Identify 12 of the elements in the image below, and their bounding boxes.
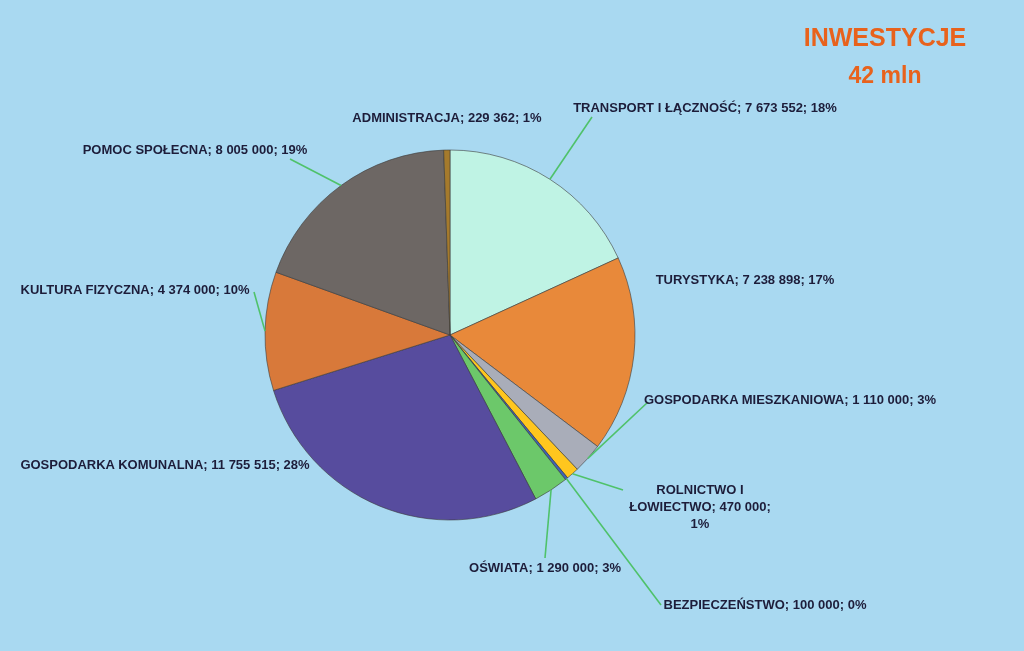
slice-label: KULTURA FIZYCZNA; 4 374 000; 10% [20,282,250,297]
slice-label: ROLNICTWO I ŁOWIECTWO; 470 000; 1% [629,482,771,531]
slice-label: ADMINISTRACJA; 229 362; 1% [352,110,543,125]
chart-title: INWESTYCJE [803,23,967,51]
slice-label: POMOC SPOŁECNA; 8 005 000; 19% [82,142,308,157]
slice-label: TRANSPORT I ŁĄCZNOŚĆ; 7 673 552; 18% [573,100,838,115]
slice-label: TURYSTYKA; 7 238 898; 17% [655,272,835,287]
slice-label: BEZPIECZEŃSTWO; 100 000; 0% [663,597,867,612]
slice-label: GOSPODARKA KOMUNALNA; 11 755 515; 28% [20,457,311,472]
chart-subtitle: 42 mln [848,62,922,88]
slice-label: OŚWIATA; 1 290 000; 3% [469,560,622,575]
slice-label: GOSPODARKA MIESZKANIOWA; 1 110 000; 3% [643,392,937,407]
